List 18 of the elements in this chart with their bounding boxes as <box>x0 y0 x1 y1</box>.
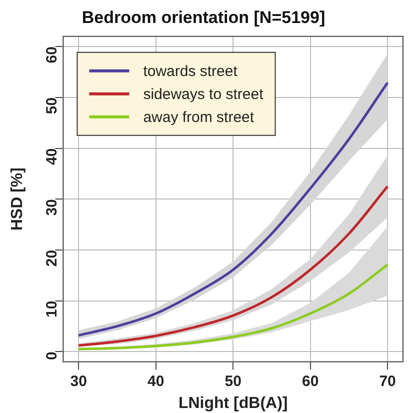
y-tick-label: 20 <box>43 250 60 267</box>
x-tick-label: 30 <box>70 372 87 390</box>
x-tick-label: 50 <box>224 372 242 390</box>
legend-label: away from street <box>143 109 255 126</box>
y-tick-label: 50 <box>43 97 60 114</box>
y-tick-label: 40 <box>43 148 60 165</box>
x-tick-label: 70 <box>379 372 396 390</box>
x-tick-label: 40 <box>148 372 164 390</box>
legend-label: towards street <box>143 63 238 80</box>
y-tick-label: 0 <box>43 352 60 360</box>
y-axis-title: HSD [%] <box>9 168 26 231</box>
x-axis-title: LNight [dB(A)] <box>178 394 288 412</box>
y-tick-label: 10 <box>43 300 60 318</box>
y-tick-label: 60 <box>43 46 60 64</box>
x-tick-label: 60 <box>302 372 319 390</box>
legend-label: sideways to street <box>143 86 264 104</box>
y-tick-label: 30 <box>43 199 60 216</box>
chart-title: Bedroom orientation [N=5199] <box>82 8 326 27</box>
